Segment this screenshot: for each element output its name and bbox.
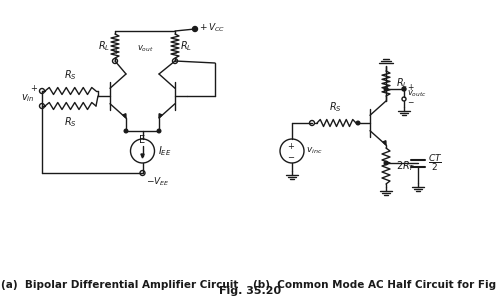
- Text: $v_{in}$: $v_{in}$: [20, 93, 34, 104]
- Text: $+\,V_{CC}$: $+\,V_{CC}$: [199, 22, 225, 34]
- Text: $I_{EE}$: $I_{EE}$: [158, 144, 171, 158]
- Text: $R_L$: $R_L$: [180, 39, 192, 53]
- Text: (b)  Common Mode AC Half Circuit for Fig (a): (b) Common Mode AC Half Circuit for Fig …: [254, 280, 500, 290]
- Polygon shape: [383, 141, 386, 145]
- Text: $+$: $+$: [112, 46, 120, 56]
- Text: (a)  Bipolar Differential Amplifier Circuit: (a) Bipolar Differential Amplifier Circu…: [2, 280, 238, 290]
- Text: E: E: [140, 135, 145, 145]
- Text: $2R_T$: $2R_T$: [396, 159, 415, 173]
- Circle shape: [124, 129, 128, 133]
- Text: $R_S$: $R_S$: [64, 115, 76, 129]
- Circle shape: [402, 87, 406, 91]
- Text: $\dfrac{CT}{2}$: $\dfrac{CT}{2}$: [428, 153, 442, 173]
- Text: $R_L$: $R_L$: [396, 76, 408, 90]
- Text: $-$: $-$: [287, 151, 295, 160]
- Text: $-V_{EE}$: $-V_{EE}$: [146, 176, 170, 188]
- Circle shape: [193, 27, 197, 31]
- Polygon shape: [141, 154, 144, 158]
- Circle shape: [356, 121, 360, 125]
- Text: Fig. 35.20: Fig. 35.20: [219, 286, 281, 296]
- Circle shape: [384, 87, 388, 91]
- Circle shape: [384, 161, 388, 165]
- Polygon shape: [159, 114, 162, 118]
- Text: $v_{outc}$: $v_{outc}$: [407, 89, 426, 99]
- Circle shape: [157, 129, 161, 133]
- Text: $-$: $-$: [170, 47, 178, 56]
- Text: $-$: $-$: [407, 97, 414, 105]
- Text: $+$: $+$: [287, 141, 295, 151]
- Text: $R_S$: $R_S$: [328, 100, 342, 114]
- Text: $v_{out}$: $v_{out}$: [136, 44, 154, 54]
- Text: $+$: $+$: [30, 83, 38, 93]
- Text: $+$: $+$: [407, 82, 414, 92]
- Text: $R_S$: $R_S$: [64, 68, 76, 82]
- Text: $v_{inc}$: $v_{inc}$: [306, 146, 322, 156]
- Polygon shape: [123, 114, 126, 118]
- Text: $R_L$: $R_L$: [98, 39, 110, 53]
